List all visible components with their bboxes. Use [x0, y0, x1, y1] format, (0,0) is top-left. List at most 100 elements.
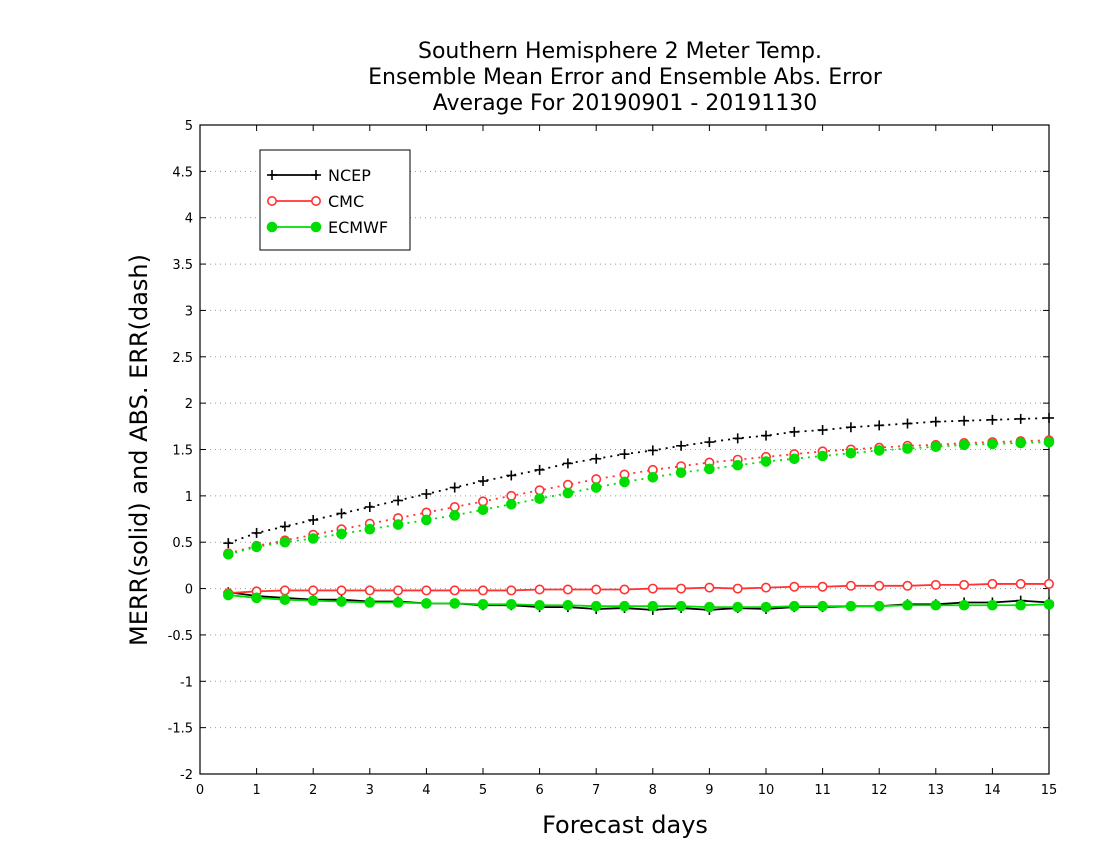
series-ncep-abs-err-point-9 [478, 476, 488, 487]
y-tick-label-14: 5 [185, 119, 193, 134]
series-cmc-merr-point-7 [421, 585, 432, 596]
series-ecmwf-abs-err-point-24 [902, 443, 913, 454]
series-ncep-abs-err-point-29 [1044, 412, 1054, 423]
series-cmc-merr-point-12 [562, 584, 573, 595]
series-ecmwf-abs-err-point-5 [364, 523, 376, 535]
series-ecmwf-abs-err-point-17 [704, 463, 715, 475]
series-cmc-abs-err-point-8 [449, 501, 460, 512]
series-ecmwf-abs-err-point-10 [506, 498, 517, 510]
series-ncep-abs-err-point-17 [704, 437, 715, 448]
series-ncep-abs-err-point-11 [534, 464, 545, 475]
x-tick-label-14: 14 [984, 783, 1001, 798]
x-tick-label-11: 11 [814, 783, 831, 798]
series-ecmwf-merr-point-27 [987, 599, 998, 611]
series-ecmwf-merr-point-26 [958, 599, 970, 611]
series-ncep-abs-err-point-20 [789, 426, 800, 437]
series-ncep-abs-err-point-26 [959, 415, 970, 426]
axis-ticks: 0 1 2 3 4 5 6 7 8 9 10 11 12 13 14 15-2-1.5-1-0.500.511… [168, 119, 1058, 798]
chart-title: Southern Hemisphere 2 Meter Temp. Ensemb… [368, 39, 883, 116]
series-cmc-merr-point-10 [506, 585, 517, 596]
series-ecmwf-abs-err-line [228, 441, 1050, 556]
series-ecmwf-merr-point-17 [704, 601, 715, 613]
series-ecmwf-abs-err-point-4 [336, 528, 347, 540]
series-ncep-abs-err-point-1 [251, 527, 262, 538]
series-ecmwf-merr-point-11 [534, 599, 545, 611]
x-tick-label-5: 5 [479, 783, 487, 798]
series-ecmwf-abs-err-point-11 [534, 493, 545, 504]
series-ecmwf-merr-point-4 [336, 596, 347, 607]
legend-label-cmc: CMC [328, 192, 364, 211]
series-ecmwf-abs-err-point-27 [987, 438, 998, 450]
series-ncep-abs-err-point-4 [336, 508, 347, 519]
series-ecmwf-abs-err-point-28 [1015, 437, 1027, 449]
series-ecmwf-merr-point-2 [279, 594, 291, 605]
series-ncep-abs-err-point-3 [308, 514, 319, 525]
series-ecmwf-merr-point-28 [1015, 599, 1027, 611]
legend-label-ecmwf: ECMWF [328, 218, 388, 237]
series-cmc-merr-point-4 [336, 585, 347, 596]
chart-title-line-3: Average For 20190901 - 20191130 [433, 91, 818, 116]
series-ncep-abs-err-line [227, 417, 1050, 544]
series-cmc-abs-err-point-13 [591, 474, 602, 485]
series-ecmwf-merr-line [228, 594, 1050, 609]
series-ecmwf-abs-err-point-20 [789, 453, 800, 465]
series-ecmwf-merr-point-8 [449, 598, 461, 609]
series-ecmwf-merr-point-22 [845, 600, 857, 612]
series-ecmwf-abs-err-point-14 [619, 476, 630, 488]
series-ecmwf-abs-err-point-19 [760, 456, 772, 467]
series-cmc-merr-point-19 [760, 582, 771, 593]
series-cmc-merr-point-16 [676, 583, 687, 594]
series-ecmwf-merr-point-21 [817, 600, 828, 612]
x-tick-label-12: 12 [871, 783, 888, 798]
series-cmc-merr-point-23 [874, 580, 885, 591]
legend-label-ncep: NCEP [328, 166, 371, 185]
series-ncep-abs-err-point-25 [930, 416, 941, 427]
y-tick-label-2: -1 [180, 675, 193, 690]
series-ncep-abs-err-point-12 [562, 458, 573, 469]
series-cmc [223, 435, 1055, 599]
series-ecmwf-abs-err-point-23 [873, 445, 885, 456]
series-ecmwf-abs-err-point-15 [647, 472, 659, 483]
series-cmc-merr-point-27 [987, 578, 998, 589]
series-ecmwf-abs-err-point-13 [590, 482, 602, 493]
series-cmc-merr-point-20 [789, 581, 800, 592]
series-ecmwf-abs-err-point-6 [392, 519, 404, 530]
legend-marker-left-ncep [267, 170, 277, 180]
series-ecmwf-merr-point-5 [364, 597, 376, 608]
x-tick-label-9: 9 [705, 783, 713, 798]
series-cmc-merr-point-14 [619, 584, 630, 595]
series-layer [223, 412, 1055, 615]
series-ecmwf-abs-err-point-1 [251, 541, 262, 553]
series-ncep-abs-err-point-19 [761, 430, 771, 441]
series-ecmwf-merr-point-12 [562, 599, 574, 611]
chart-title-line-2: Ensemble Mean Error and Ensemble Abs. Er… [368, 65, 883, 90]
y-tick-label-11: 3.5 [172, 258, 193, 273]
series-cmc-merr-point-17 [704, 582, 715, 593]
series-ecmwf-merr-point-24 [902, 599, 913, 611]
y-tick-label-13: 4.5 [172, 165, 193, 180]
x-tick-label-15: 15 [1041, 783, 1058, 798]
series-ecmwf-merr-point-29 [1043, 599, 1055, 610]
series-ecmwf-merr-point-0 [223, 589, 234, 601]
series-ecmwf-merr-point-10 [506, 599, 517, 610]
series-ncep-abs-err-point-21 [817, 425, 828, 436]
series-ncep-abs-err-point-13 [591, 453, 602, 464]
series-ecmwf-merr-point-23 [873, 600, 885, 612]
y-tick-label-8: 2 [185, 397, 193, 412]
series-ecmwf-merr-point-16 [675, 600, 687, 612]
x-tick-label-0: 0 [196, 783, 204, 798]
series-cmc-abs-err-line [228, 439, 1050, 555]
y-tick-label-7: 1.5 [172, 444, 193, 459]
legend-marker-right-ecmwf [310, 221, 322, 233]
series-ncep-abs-err-point-7 [421, 489, 432, 500]
series-ecmwf-merr-point-7 [421, 598, 432, 609]
x-tick-label-10: 10 [758, 783, 775, 798]
series-cmc-merr-point-26 [959, 579, 970, 590]
x-tick-label-8: 8 [649, 783, 657, 798]
legend-marker-right-cmc [310, 196, 321, 207]
series-ncep-abs-err-point-0 [223, 538, 234, 549]
series-cmc-abs-err-point-12 [562, 479, 573, 490]
y-tick-label-0: -2 [180, 768, 193, 783]
series-cmc-merr-point-29 [1044, 578, 1055, 589]
